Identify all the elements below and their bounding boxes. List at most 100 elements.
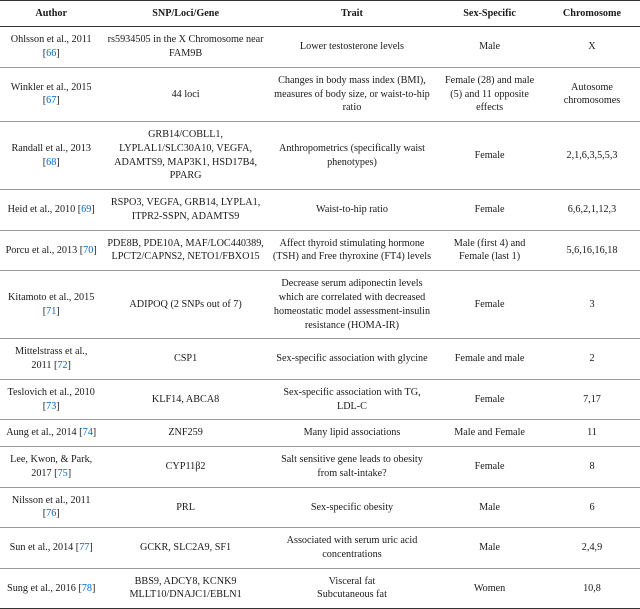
cell-author: Nilsson et al., 2011 [76] [0, 487, 102, 528]
cell-chrom: 6,6,2,1,12,3 [544, 190, 640, 231]
cell-snp: ADIPOQ (2 SNPs out of 7) [102, 271, 268, 339]
cell-chrom: Autosome chromosomes [544, 67, 640, 121]
cell-snp: 44 loci [102, 67, 268, 121]
cell-snp: rs5934505 in the X Chromosome near FAM9B [102, 27, 268, 68]
table-row: Porcu et al., 2013 [70]PDE8B, PDE10A, MA… [0, 230, 640, 271]
table-row: Aung et al., 2014 [74]ZNF259Many lipid a… [0, 420, 640, 447]
author-text: Sung et al., 2016 [ [7, 583, 82, 594]
author-text: Lee, Kwon, & Park, 2017 [ [10, 454, 92, 479]
table-row: Teslovich et al., 2010 [73]KLF14, ABCA8S… [0, 379, 640, 420]
cell-sex: Male (first 4) and Female (last 1) [435, 230, 544, 271]
cell-sex: Male [435, 528, 544, 569]
author-close: ] [56, 508, 59, 519]
cell-snp: PRL [102, 487, 268, 528]
cell-trait: Waist-to-hip ratio [269, 190, 435, 231]
cell-snp: CSP1 [102, 339, 268, 380]
cell-sex: Male [435, 487, 544, 528]
cell-trait: Lower testosterone levels [269, 27, 435, 68]
author-text: Aung et al., 2014 [ [6, 427, 82, 438]
col-header-author: Author [0, 1, 102, 27]
cell-author: Winkler et al., 2015 [67] [0, 67, 102, 121]
cell-snp: RSPO3, VEGFA, GRB14, LYPLA1, ITPR2-SSPN,… [102, 190, 268, 231]
author-text: Mittelstrass et al., 2011 [ [15, 346, 87, 371]
ref-link[interactable]: 67 [46, 95, 56, 106]
cell-snp: CYP11β2 [102, 447, 268, 488]
author-close: ] [56, 48, 59, 59]
table-row: Kitamoto et al., 2015 [71]ADIPOQ (2 SNPs… [0, 271, 640, 339]
ref-link[interactable]: 73 [46, 401, 56, 412]
ref-link[interactable]: 71 [46, 306, 56, 317]
studies-table: Author SNP/Loci/Gene Trait Sex-Specific … [0, 0, 640, 609]
author-close: ] [91, 204, 94, 215]
cell-snp: KLF14, ABCA8 [102, 379, 268, 420]
cell-trait: Sex-specific obesity [269, 487, 435, 528]
ref-link[interactable]: 75 [58, 468, 68, 479]
cell-trait: Sex-specific association with glycine [269, 339, 435, 380]
table-row: Randall et al., 2013 [68]GRB14/COBLL1, L… [0, 122, 640, 190]
cell-sex: Female (28) and male (5) and 11 opposite… [435, 67, 544, 121]
cell-chrom: 2 [544, 339, 640, 380]
table-row: Sung et al., 2016 [78]BBS9, ADCY8, KCNK9… [0, 568, 640, 609]
cell-sex: Female [435, 190, 544, 231]
author-close: ] [56, 401, 59, 412]
author-close: ] [68, 468, 71, 479]
table-row: Mittelstrass et al., 2011 [72]CSP1Sex-sp… [0, 339, 640, 380]
cell-chrom: 10,8 [544, 568, 640, 609]
col-header-sex: Sex-Specific [435, 1, 544, 27]
cell-trait: Sex-specific association with TG, LDL-C [269, 379, 435, 420]
cell-author: Teslovich et al., 2010 [73] [0, 379, 102, 420]
ref-link[interactable]: 78 [82, 583, 92, 594]
cell-trait: Salt sensitive gene leads to obesity fro… [269, 447, 435, 488]
author-close: ] [56, 157, 59, 168]
author-close: ] [92, 583, 95, 594]
table-row: Winkler et al., 2015 [67]44 lociChanges … [0, 67, 640, 121]
cell-trait: Many lipid associations [269, 420, 435, 447]
author-text: Heid et al., 2010 [ [8, 204, 82, 215]
cell-snp: BBS9, ADCY8, KCNK9 MLLT10/DNAJC1/EBLN1 [102, 568, 268, 609]
col-header-snp: SNP/Loci/Gene [102, 1, 268, 27]
cell-author: Sun et al., 2014 [77] [0, 528, 102, 569]
cell-chrom: 6 [544, 487, 640, 528]
cell-author: Lee, Kwon, & Park, 2017 [75] [0, 447, 102, 488]
table-row: Sun et al., 2014 [77]GCKR, SLC2A9, SF1As… [0, 528, 640, 569]
cell-snp: ZNF259 [102, 420, 268, 447]
cell-sex: Female and male [435, 339, 544, 380]
cell-author: Kitamoto et al., 2015 [71] [0, 271, 102, 339]
col-header-chrom: Chromosome [544, 1, 640, 27]
ref-link[interactable]: 76 [46, 508, 56, 519]
cell-snp: PDE8B, PDE10A, MAF/LOC440389, LPCT2/CAPN… [102, 230, 268, 271]
ref-link[interactable]: 77 [79, 542, 89, 553]
author-close: ] [93, 427, 96, 438]
cell-sex: Female [435, 447, 544, 488]
cell-snp: GRB14/COBLL1, LYPLAL1/SLC30A10, VEGFA, A… [102, 122, 268, 190]
table-header-row: Author SNP/Loci/Gene Trait Sex-Specific … [0, 1, 640, 27]
ref-link[interactable]: 68 [46, 157, 56, 168]
cell-author: Aung et al., 2014 [74] [0, 420, 102, 447]
ref-link[interactable]: 69 [81, 204, 91, 215]
author-close: ] [93, 245, 96, 256]
cell-author: Heid et al., 2010 [69] [0, 190, 102, 231]
cell-trait: Anthropometrics (specifically waist phen… [269, 122, 435, 190]
author-close: ] [56, 95, 59, 106]
col-header-trait: Trait [269, 1, 435, 27]
cell-trait: Changes in body mass index (BMI), measur… [269, 67, 435, 121]
ref-link[interactable]: 72 [57, 360, 67, 371]
cell-chrom: 7,17 [544, 379, 640, 420]
author-text: Porcu et al., 2013 [ [6, 245, 84, 256]
cell-sex: Male and Female [435, 420, 544, 447]
cell-snp: GCKR, SLC2A9, SF1 [102, 528, 268, 569]
cell-chrom: 11 [544, 420, 640, 447]
cell-author: Porcu et al., 2013 [70] [0, 230, 102, 271]
cell-author: Sung et al., 2016 [78] [0, 568, 102, 609]
cell-trait: Visceral fat Subcutaneous fat [269, 568, 435, 609]
ref-link[interactable]: 66 [46, 48, 56, 59]
cell-sex: Female [435, 379, 544, 420]
ref-link[interactable]: 74 [83, 427, 93, 438]
cell-author: Randall et al., 2013 [68] [0, 122, 102, 190]
cell-sex: Male [435, 27, 544, 68]
ref-link[interactable]: 70 [83, 245, 93, 256]
cell-trait: Decrease serum adiponectin levels which … [269, 271, 435, 339]
cell-sex: Women [435, 568, 544, 609]
cell-chrom: 3 [544, 271, 640, 339]
author-close: ] [56, 306, 59, 317]
